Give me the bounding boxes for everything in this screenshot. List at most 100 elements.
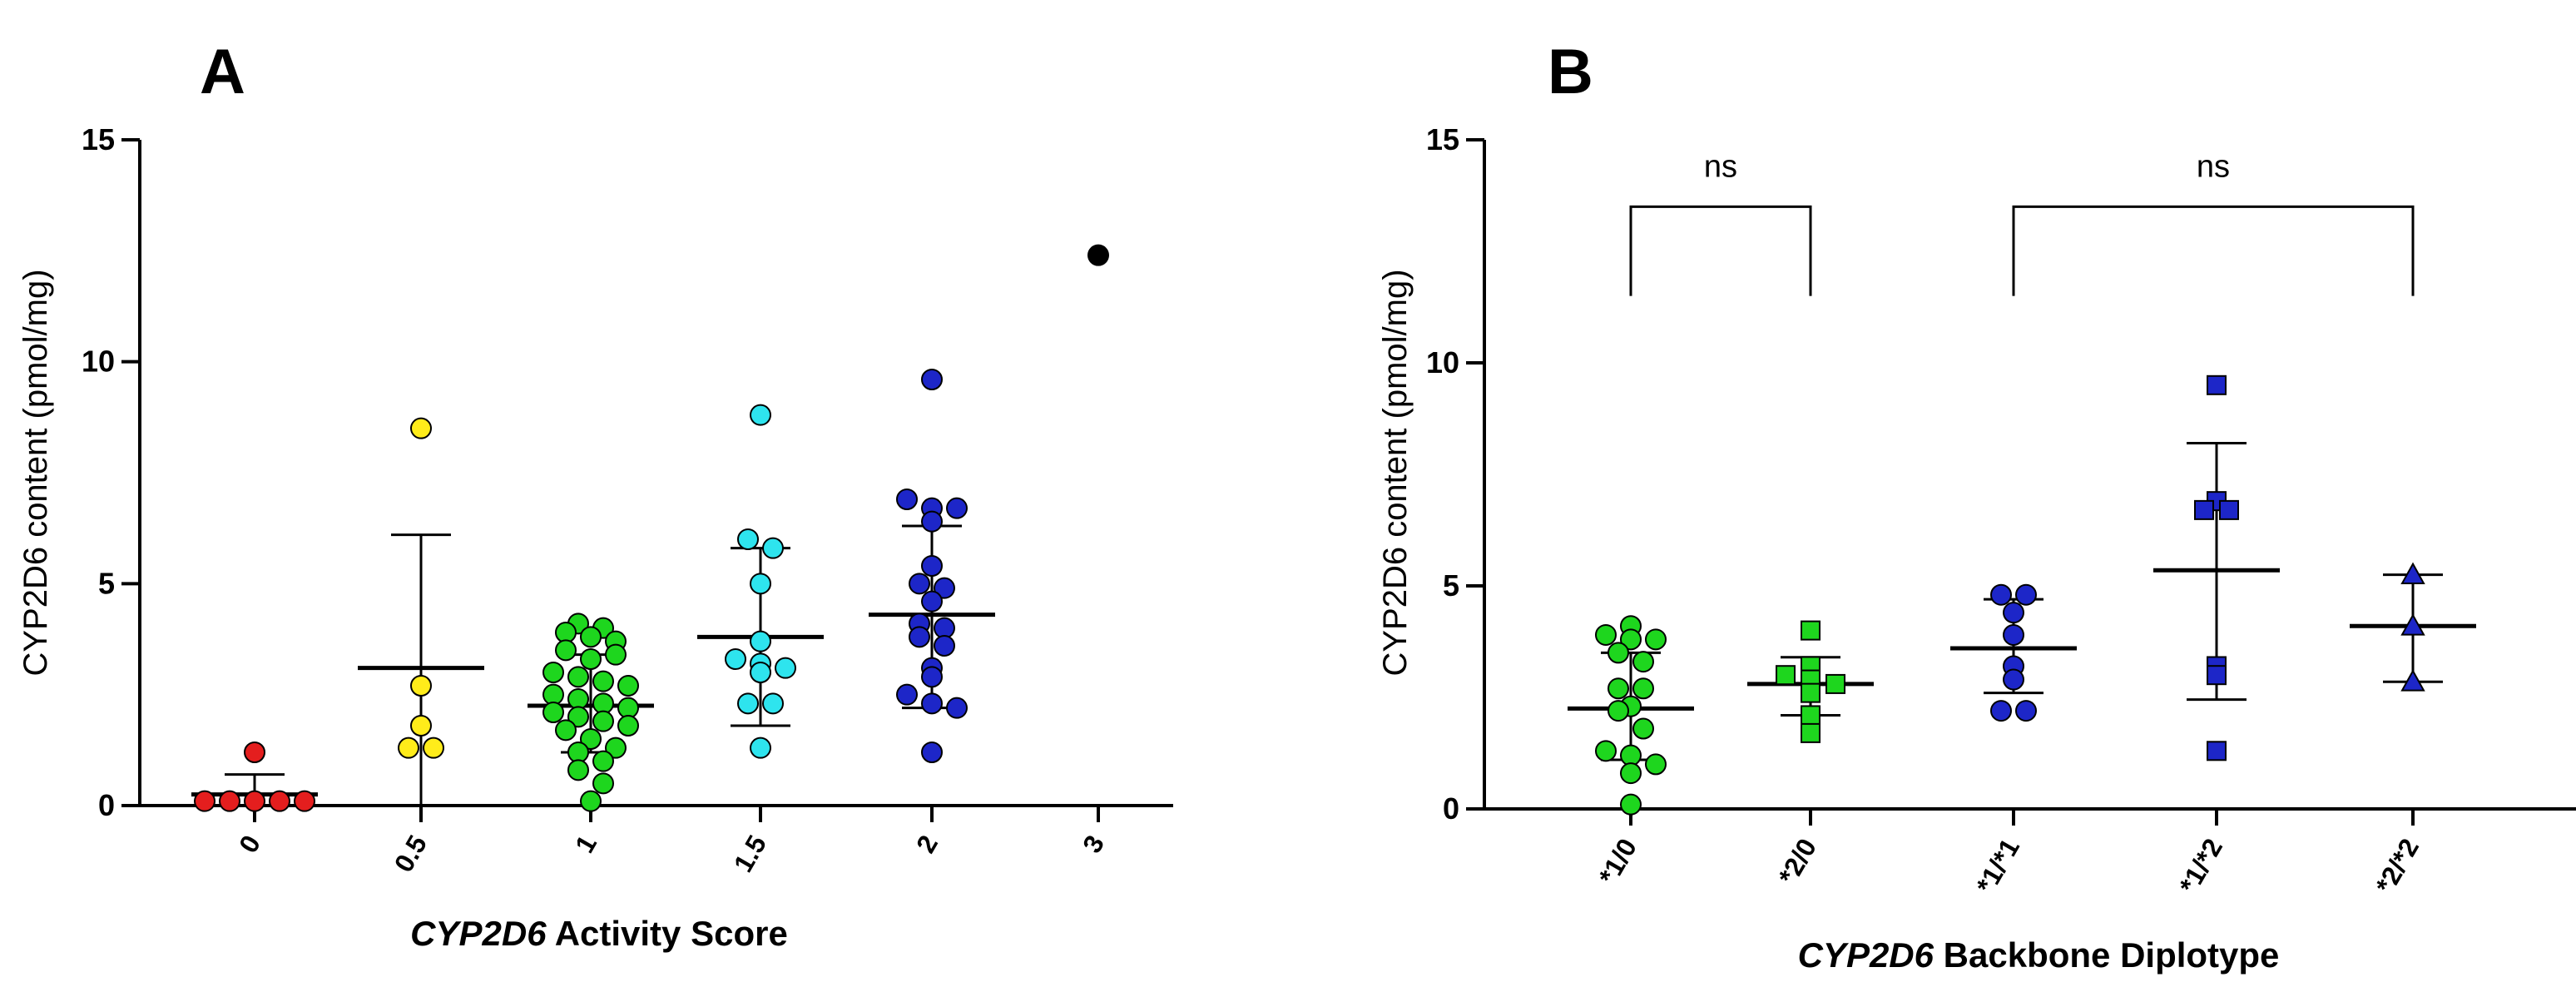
panel-a-ytick-label: 15 bbox=[82, 122, 115, 156]
data-point bbox=[410, 417, 432, 439]
data-point bbox=[921, 510, 943, 533]
panel-a-group-1 bbox=[358, 417, 484, 807]
data-point bbox=[737, 692, 759, 715]
panel-a-xtick-label: 2 bbox=[910, 831, 944, 858]
data-point bbox=[1990, 700, 2012, 722]
data-point bbox=[1645, 753, 1667, 776]
panel-b-xtick-label: *2/0 bbox=[1772, 834, 1822, 890]
data-point bbox=[1620, 762, 1642, 785]
data-point bbox=[294, 790, 315, 812]
panel-a-xtick-label: 1.5 bbox=[728, 831, 772, 878]
panel-b-ytick-label: 5 bbox=[1443, 568, 1459, 603]
data-point bbox=[2400, 669, 2425, 692]
panel-b-x-axis-title-rest: Backbone Diplotype bbox=[1934, 935, 2279, 975]
data-point bbox=[567, 759, 589, 781]
data-point bbox=[1595, 623, 1617, 646]
data-point bbox=[750, 573, 771, 595]
data-point bbox=[946, 697, 968, 719]
data-point bbox=[909, 626, 930, 648]
data-point bbox=[921, 666, 943, 688]
panel-a-group-2 bbox=[528, 613, 654, 812]
panel-a-axes: 0 5 10 15 0 0.5 1 1.5 2 3 bbox=[82, 122, 1173, 877]
data-point bbox=[1608, 642, 1629, 664]
panel-b-group-3 bbox=[2153, 374, 2280, 761]
data-point bbox=[1608, 700, 1629, 722]
panel-a-xtick-label: 1 bbox=[569, 831, 602, 858]
panel-a-group-3 bbox=[697, 404, 824, 759]
data-point bbox=[1801, 620, 1821, 641]
data-point bbox=[1632, 677, 1654, 700]
data-point bbox=[2219, 499, 2239, 520]
data-point bbox=[592, 710, 614, 732]
data-point bbox=[194, 790, 215, 812]
data-point bbox=[921, 369, 943, 390]
data-point bbox=[1801, 682, 1821, 703]
data-point bbox=[2207, 665, 2227, 686]
panel-a-xtick-label: 0 bbox=[233, 831, 266, 858]
data-point bbox=[605, 643, 627, 666]
data-point bbox=[1595, 740, 1617, 762]
data-point bbox=[2207, 374, 2227, 395]
panel-a-x-axis-title: CYP2D6 Activity Score bbox=[410, 914, 788, 953]
data-point bbox=[750, 404, 771, 426]
data-point bbox=[398, 737, 419, 759]
data-point bbox=[617, 715, 639, 737]
panel-b-xtick-label: *2/*2 bbox=[2370, 834, 2425, 899]
data-point bbox=[1801, 705, 1821, 726]
significance-bracket bbox=[2012, 205, 2415, 296]
panel-b-x-axis-title: CYP2D6 Backbone Diplotype bbox=[1798, 935, 2280, 975]
data-point bbox=[1801, 722, 1821, 743]
panel-a-group-5 bbox=[1087, 244, 1109, 266]
data-point bbox=[1620, 744, 1642, 766]
data-point bbox=[555, 639, 577, 662]
data-point bbox=[1620, 793, 1642, 816]
data-point bbox=[580, 790, 602, 812]
data-point bbox=[580, 648, 602, 670]
data-point bbox=[750, 630, 771, 652]
panel-b-y-axis-title: CYP2D6 content (pmol/mg) bbox=[1377, 269, 1414, 676]
significance-bracket bbox=[1629, 205, 1812, 296]
panel-b-data bbox=[1568, 374, 2476, 816]
panel-b-ytick-label: 10 bbox=[1426, 345, 1459, 379]
data-point bbox=[921, 692, 943, 715]
data-point bbox=[1620, 628, 1642, 651]
data-point bbox=[934, 635, 955, 657]
data-point bbox=[946, 497, 968, 519]
data-point bbox=[1608, 677, 1629, 700]
data-point bbox=[592, 772, 614, 795]
panel-b-group-4 bbox=[2350, 562, 2476, 692]
data-point bbox=[750, 737, 771, 759]
panel-b-label: B bbox=[1548, 37, 1593, 107]
panel-b-ytick-label: 15 bbox=[1426, 122, 1459, 156]
data-point bbox=[2194, 499, 2214, 520]
data-point bbox=[592, 670, 614, 692]
panel-b-group-2 bbox=[1950, 583, 2077, 722]
data-point bbox=[934, 577, 955, 599]
data-point bbox=[1632, 717, 1654, 740]
data-point bbox=[762, 692, 784, 715]
data-point bbox=[2015, 583, 2037, 606]
panel-a-group-0 bbox=[191, 742, 318, 812]
panel-b-xtick-label: *1/0 bbox=[1593, 834, 1642, 890]
panel-b-xtick-label: *1/*2 bbox=[2173, 834, 2228, 899]
panel-b-ytick-label: 0 bbox=[1443, 791, 1459, 826]
panel-a-xtick-label: 0.5 bbox=[389, 831, 433, 878]
panel-a-group-4 bbox=[869, 369, 995, 763]
data-point bbox=[1632, 651, 1654, 673]
data-point bbox=[567, 706, 589, 728]
panel-a-xtick-label: 3 bbox=[1077, 831, 1110, 858]
data-point bbox=[423, 737, 444, 759]
panel-a: A 0 5 10 15 0 0.5 1 1.5 2 3 CYP2D6 content (pmol… bbox=[17, 37, 1173, 953]
panel-a-x-axis-title-italic: CYP2D6 bbox=[410, 914, 547, 953]
data-point bbox=[896, 489, 918, 510]
panel-a-data bbox=[191, 244, 1109, 812]
data-point bbox=[1645, 628, 1667, 651]
panel-b-xtick-label: *1/*1 bbox=[1970, 834, 2025, 899]
data-point bbox=[2003, 623, 2024, 646]
panel-a-ytick-label: 0 bbox=[98, 788, 115, 822]
panel-a-y-axis-title: CYP2D6 content (pmol/mg) bbox=[17, 269, 54, 676]
data-point bbox=[580, 728, 602, 750]
data-point bbox=[737, 528, 759, 550]
data-point bbox=[762, 537, 784, 559]
